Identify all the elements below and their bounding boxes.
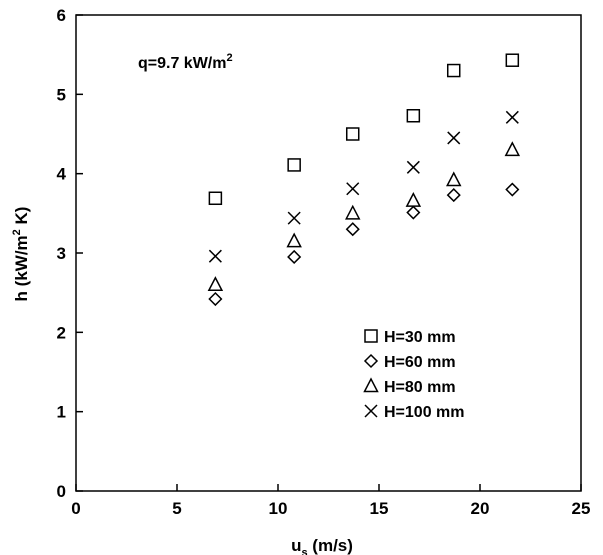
legend-label: H=80 mm bbox=[384, 379, 456, 396]
data-point-diamond bbox=[287, 249, 302, 265]
data-point-square bbox=[287, 158, 301, 172]
x-tick-label: 15 bbox=[370, 499, 389, 518]
y-axis-label: h (kW/m2 K) bbox=[11, 207, 31, 302]
legend-marker-x bbox=[364, 404, 378, 418]
data-point-diamond bbox=[406, 205, 421, 220]
legend-marker-triangle bbox=[363, 377, 379, 393]
y-tick-label: 6 bbox=[57, 6, 66, 25]
data-point-square bbox=[345, 127, 360, 141]
x-tick-label: 0 bbox=[71, 499, 80, 518]
data-point-x bbox=[208, 249, 222, 263]
data-point-diamond bbox=[446, 188, 461, 203]
legend-label: H=100 mm bbox=[384, 404, 465, 421]
y-tick-label: 2 bbox=[57, 323, 66, 342]
data-point-square bbox=[505, 53, 520, 67]
legend-marker-diamond bbox=[363, 353, 379, 369]
legend-label: H=60 mm bbox=[384, 354, 456, 371]
data-point-square bbox=[208, 191, 223, 206]
x-tick-label: 5 bbox=[172, 499, 181, 518]
legend-label: H=30 mm bbox=[384, 329, 456, 346]
x-tick-label: 25 bbox=[572, 499, 591, 518]
plot-frame bbox=[75, 14, 582, 492]
data-point-triangle bbox=[286, 232, 302, 248]
x-tick-label: 10 bbox=[269, 499, 288, 518]
data-point-x bbox=[447, 131, 461, 145]
data-point-x bbox=[346, 182, 360, 196]
data-point-diamond bbox=[208, 291, 223, 307]
data-point-triangle bbox=[504, 141, 521, 157]
data-point-triangle bbox=[446, 171, 462, 187]
y-tick-label: 1 bbox=[57, 403, 66, 422]
y-tick-label: 0 bbox=[57, 482, 66, 501]
data-point-diamond bbox=[345, 222, 360, 237]
y-tick-label: 5 bbox=[57, 85, 66, 104]
data-point-square bbox=[406, 109, 421, 123]
legend-marker-square bbox=[364, 329, 378, 343]
data-point-diamond bbox=[505, 182, 520, 197]
x-axis-label: us (m/s) bbox=[291, 536, 353, 555]
data-point-triangle bbox=[405, 192, 422, 207]
data-point-x bbox=[406, 160, 420, 174]
data-points bbox=[207, 53, 521, 307]
legend: H=30 mm H=60 mm H=80 mm H=100 mm bbox=[363, 329, 465, 421]
axis-tick-labels: 0 5 10 15 20 25 0 1 2 3 4 5 6 bbox=[57, 6, 591, 518]
data-point-x bbox=[505, 110, 519, 124]
heat-flux-annotation: q=9.7 kW/m2 bbox=[138, 52, 233, 72]
data-point-square bbox=[446, 63, 461, 78]
y-tick-label: 4 bbox=[57, 165, 67, 184]
data-point-triangle bbox=[207, 276, 224, 291]
data-point-x bbox=[287, 211, 301, 225]
y-tick-label: 3 bbox=[57, 244, 66, 263]
x-tick-label: 20 bbox=[471, 499, 490, 518]
data-point-triangle bbox=[345, 204, 361, 220]
axis-ticks bbox=[75, 14, 582, 492]
